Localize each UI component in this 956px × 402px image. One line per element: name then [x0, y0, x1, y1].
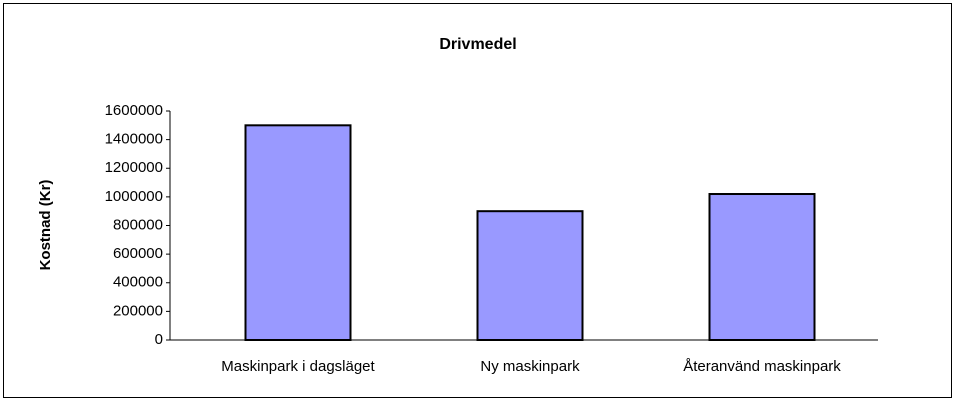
y-tick-label: 0	[155, 331, 163, 348]
y-axis-label: Kostnad (Kr)	[37, 180, 54, 271]
x-tick-label: Maskinpark i dagsläget	[221, 358, 375, 375]
y-tick-label: 200000	[113, 302, 163, 319]
y-tick-label: 1400000	[105, 131, 163, 148]
chart-title: Drivmedel	[439, 36, 516, 53]
x-tick-label: Ny maskinpark	[480, 358, 580, 375]
bar	[476, 210, 584, 341]
y-tick-label: 600000	[113, 245, 163, 262]
y-tick-label: 1000000	[105, 188, 163, 205]
y-tick-label: 400000	[113, 274, 163, 291]
bar	[244, 124, 352, 341]
y-tick-label: 800000	[113, 216, 163, 233]
x-tick-label: Återanvänd maskinpark	[683, 358, 841, 375]
bar	[708, 193, 816, 341]
y-tick-label: 1200000	[105, 159, 163, 176]
y-tick-label: 1600000	[105, 102, 163, 119]
